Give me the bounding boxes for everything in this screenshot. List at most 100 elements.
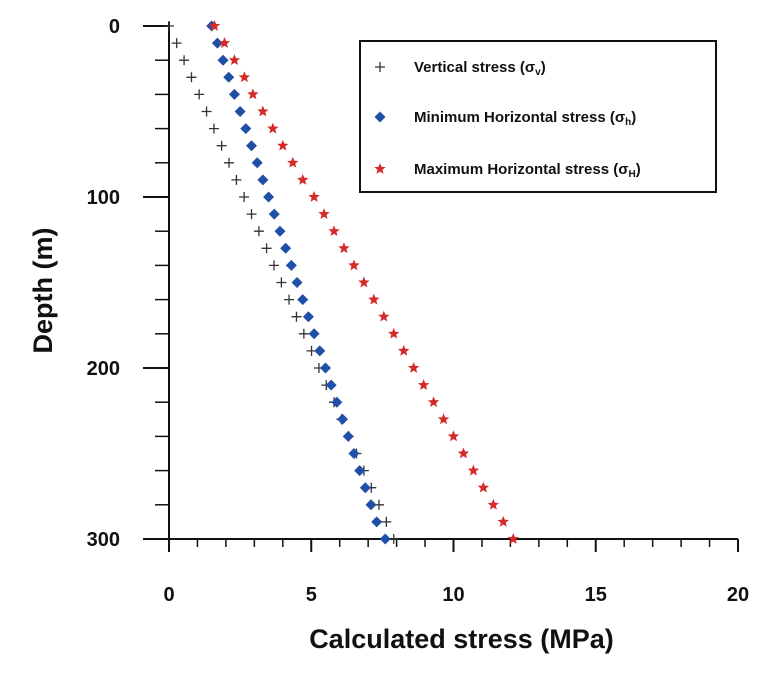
series-diamond xyxy=(206,20,391,545)
x-axis-title: Calculated stress (MPa) xyxy=(309,624,614,654)
data-point xyxy=(371,516,383,528)
x-tick-label: 0 xyxy=(163,584,174,606)
data-point xyxy=(251,157,263,169)
series-layer xyxy=(164,20,519,545)
data-point xyxy=(348,448,360,459)
data-point xyxy=(238,71,251,83)
data-point xyxy=(497,515,509,527)
x-tick-label: 5 xyxy=(306,584,317,606)
data-point xyxy=(261,243,272,254)
legend-label: Minimum Horizontal stress (σh) xyxy=(414,109,636,128)
x-tick-label: 10 xyxy=(442,584,464,606)
y-tick-label: 200 xyxy=(87,358,120,380)
data-point xyxy=(247,88,259,100)
data-point xyxy=(477,481,490,493)
data-point xyxy=(231,174,242,185)
data-point xyxy=(308,328,320,340)
data-point xyxy=(381,516,392,527)
data-point xyxy=(234,106,246,117)
data-point xyxy=(487,498,500,510)
data-point xyxy=(297,294,309,306)
data-point xyxy=(211,37,223,49)
data-point xyxy=(374,111,386,123)
data-point xyxy=(217,54,229,66)
data-point xyxy=(314,345,326,357)
data-point xyxy=(308,191,320,202)
data-point xyxy=(228,88,240,100)
data-point xyxy=(268,260,279,271)
data-point xyxy=(277,139,289,151)
legend-label: Maximum Horizontal stress (σH) xyxy=(414,161,641,180)
data-point xyxy=(246,209,257,220)
data-point xyxy=(284,294,295,305)
data-point xyxy=(407,362,420,373)
data-point xyxy=(365,499,377,511)
data-point xyxy=(253,226,264,237)
data-point xyxy=(375,62,385,72)
data-point xyxy=(328,225,340,237)
data-point xyxy=(348,259,360,271)
data-point xyxy=(437,413,450,425)
data-point xyxy=(186,72,197,83)
data-point xyxy=(338,242,350,254)
data-point xyxy=(417,379,430,390)
data-point xyxy=(354,465,366,477)
data-point xyxy=(246,140,258,152)
y-tick-label: 100 xyxy=(87,187,120,209)
data-point xyxy=(239,192,250,202)
data-point xyxy=(388,327,400,339)
data-point xyxy=(368,293,380,305)
data-point xyxy=(287,156,299,168)
data-point xyxy=(263,191,275,203)
data-point xyxy=(291,311,302,322)
data-point xyxy=(398,344,410,356)
data-point xyxy=(164,21,174,31)
legend-box xyxy=(359,40,717,193)
series-star xyxy=(208,20,519,544)
data-point xyxy=(467,464,480,476)
data-point xyxy=(201,106,212,117)
data-point xyxy=(216,140,227,151)
data-point xyxy=(274,225,286,237)
data-point xyxy=(379,533,391,545)
data-point xyxy=(276,277,287,288)
data-point xyxy=(337,413,349,425)
data-point xyxy=(447,430,460,442)
legend: Vertical stress (σv) Minimum Horizontal s… xyxy=(359,40,717,193)
data-point xyxy=(507,533,519,544)
data-point xyxy=(374,163,386,174)
data-point xyxy=(291,277,303,288)
data-point xyxy=(223,71,235,83)
x-tick-label: 20 xyxy=(727,584,749,606)
data-point xyxy=(240,123,252,135)
data-point xyxy=(378,310,390,322)
y-tick-label: 0 xyxy=(109,16,120,38)
data-point xyxy=(358,276,370,288)
data-point xyxy=(208,20,221,31)
data-point xyxy=(267,122,279,134)
data-point xyxy=(318,208,330,219)
data-point xyxy=(359,482,371,494)
data-point xyxy=(285,259,297,271)
data-point xyxy=(228,54,241,66)
data-point xyxy=(331,396,343,408)
x-tick-label: 15 xyxy=(585,584,607,606)
data-point xyxy=(194,89,205,100)
data-point xyxy=(268,208,280,220)
data-point xyxy=(342,430,354,442)
y-tick-label: 300 xyxy=(87,529,120,551)
data-point xyxy=(297,173,309,185)
data-point xyxy=(319,362,331,374)
data-point xyxy=(218,37,231,48)
data-point xyxy=(257,105,269,117)
data-point xyxy=(302,311,314,323)
data-point xyxy=(280,242,292,254)
data-point xyxy=(257,174,269,186)
data-point xyxy=(171,38,182,49)
data-point xyxy=(325,379,337,391)
data-point xyxy=(457,447,470,459)
data-point xyxy=(208,123,219,134)
data-point xyxy=(224,157,235,168)
